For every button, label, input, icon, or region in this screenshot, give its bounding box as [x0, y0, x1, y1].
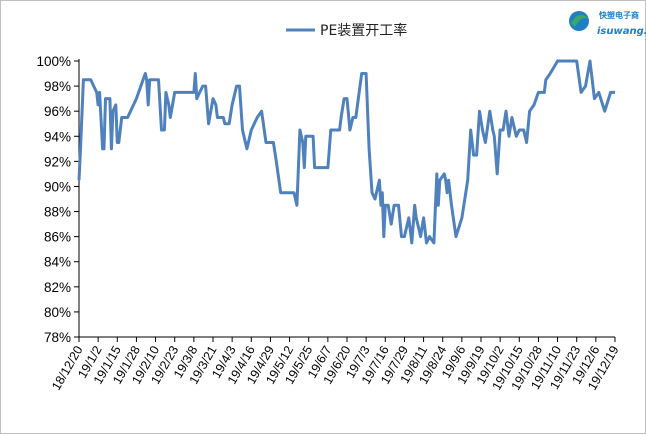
series-group: [77, 59, 615, 245]
y-tick-label: 88%: [44, 205, 71, 220]
logo-english-text: isuwang.co: [597, 26, 646, 37]
y-tick-label: 82%: [44, 280, 71, 295]
y-tick-label: 92%: [44, 154, 71, 169]
series-line: [77, 59, 615, 245]
y-tick-label: 98%: [44, 79, 71, 94]
y-tick-label: 86%: [44, 230, 71, 245]
logo-chinese-text: 快塑电子商: [599, 10, 639, 20]
y-tick-label: 78%: [44, 330, 71, 345]
y-tick-label: 94%: [44, 129, 71, 144]
y-tick-label: 100%: [36, 54, 71, 69]
logo-leaf-icon: [571, 14, 589, 27]
x-axis-ticks: 18/12/2019/1/219/1/1519/1/2819/2/1019/2/…: [49, 337, 622, 393]
y-axis-ticks: 100% 98% 96% 94% 92% 90% 88% 86% 84% 82% 80% 78%: [36, 54, 79, 345]
y-tick-label: 90%: [44, 179, 71, 194]
brand-logo: 快塑电子商 isuwang.co: [569, 10, 646, 37]
legend: PE装置开工率: [286, 22, 407, 39]
legend-label: PE装置开工率: [320, 22, 407, 39]
y-tick-label: 84%: [44, 255, 71, 270]
y-tick-label: 96%: [44, 104, 71, 119]
y-tick-label: 80%: [44, 305, 71, 320]
